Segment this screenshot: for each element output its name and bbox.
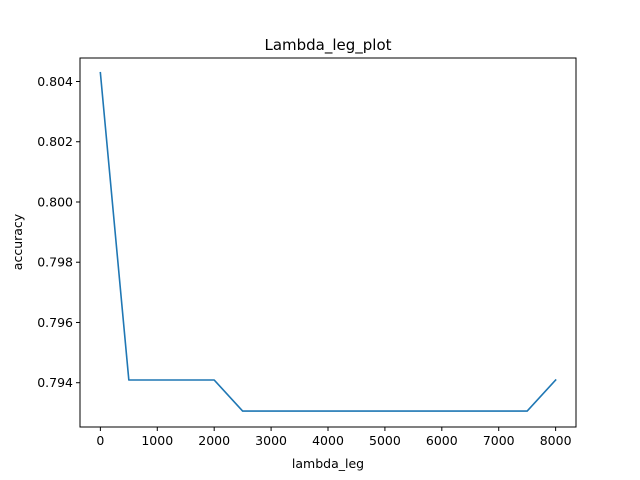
- series-line-0: [99, 71, 557, 412]
- y-tick-label: 0.798: [37, 255, 73, 270]
- x-tick-label: 0: [96, 433, 104, 448]
- x-tick-label: 7000: [483, 433, 515, 448]
- x-axis-ticks: 0 1000 2000 3000 4000 5000 6000 7000 8000: [96, 427, 572, 448]
- x-tick-label: 1000: [141, 433, 173, 448]
- x-axis-label: lambda_leg: [292, 456, 364, 471]
- series-layer: [99, 71, 557, 412]
- y-tick-label: 0.796: [37, 315, 73, 330]
- chart-title: Lambda_leg_plot: [264, 36, 391, 55]
- y-tick-label: 0.800: [37, 194, 73, 209]
- x-tick-label: 8000: [540, 433, 572, 448]
- x-tick-label: 2000: [198, 433, 230, 448]
- y-tick-label: 0.802: [37, 134, 73, 149]
- y-tick-label: 0.794: [37, 375, 73, 390]
- x-tick-label: 3000: [255, 433, 287, 448]
- y-axis-label: accuracy: [10, 213, 25, 270]
- x-tick-label: 4000: [312, 433, 344, 448]
- y-tick-label: 0.804: [37, 74, 73, 89]
- y-axis-ticks: 0.794 0.796 0.798 0.800 0.802 0.804: [37, 74, 80, 390]
- x-tick-label: 6000: [426, 433, 458, 448]
- x-tick-label: 5000: [369, 433, 401, 448]
